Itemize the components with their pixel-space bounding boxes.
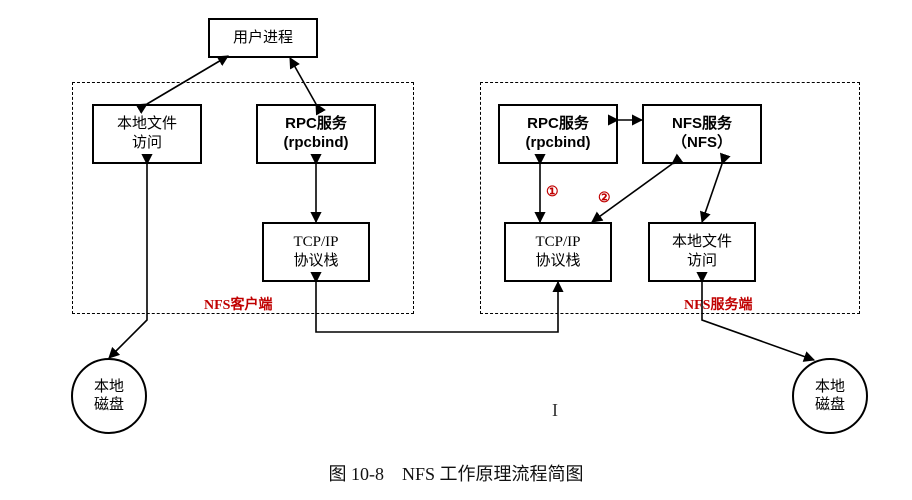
node-tcpip-server: TCP/IP协议栈 [504, 222, 612, 282]
node-disk-left: 本地磁盘 [71, 358, 147, 434]
circle-text-line: 磁盘 [815, 396, 845, 414]
node-tcpip-client: TCP/IP协议栈 [262, 222, 370, 282]
figure-caption: 图 10-8 NFS 工作原理流程简图 [0, 460, 912, 486]
node-text-line: RPC服务 [527, 115, 589, 134]
node-text-line: 用户进程 [233, 29, 293, 48]
cluster-server-label: NFS服务端 [684, 294, 752, 314]
node-text-line: 协议栈 [293, 252, 338, 271]
node-text-line: TCP/IP [535, 233, 580, 252]
node-user-process: 用户进程 [208, 18, 318, 58]
node-text-line: 访问 [132, 134, 162, 153]
node-disk-right: 本地磁盘 [792, 358, 868, 434]
circle-text-line: 磁盘 [94, 396, 124, 414]
node-local-file-client: 本地文件访问 [92, 104, 202, 164]
node-text-line: NFS服务 [672, 115, 732, 134]
step-label-2: ② [598, 190, 611, 207]
node-text-line: 本地文件 [672, 233, 732, 252]
node-text-line: RPC服务 [285, 115, 347, 134]
node-text-line: 访问 [687, 252, 717, 271]
circle-text-line: 本地 [94, 378, 124, 396]
text-cursor-icon: I [552, 400, 558, 421]
node-text-line: 本地文件 [117, 115, 177, 134]
node-text-line: TCP/IP [293, 233, 338, 252]
node-text-line: （NFS） [672, 134, 732, 153]
step-label-1: ① [546, 184, 559, 201]
circle-text-line: 本地 [815, 378, 845, 396]
diagram-canvas: NFS客户端 NFS服务端 用户进程 本地文件访问 RPC服务(rpcbind)… [0, 0, 912, 500]
node-local-file-server: 本地文件访问 [648, 222, 756, 282]
node-text-line: (rpcbind) [526, 134, 591, 153]
node-rpc-server: RPC服务(rpcbind) [498, 104, 618, 164]
cluster-client-label: NFS客户端 [204, 294, 272, 314]
node-text-line: 协议栈 [535, 252, 580, 271]
node-rpc-client: RPC服务(rpcbind) [256, 104, 376, 164]
node-text-line: (rpcbind) [284, 134, 349, 153]
node-nfs-server: NFS服务（NFS） [642, 104, 762, 164]
